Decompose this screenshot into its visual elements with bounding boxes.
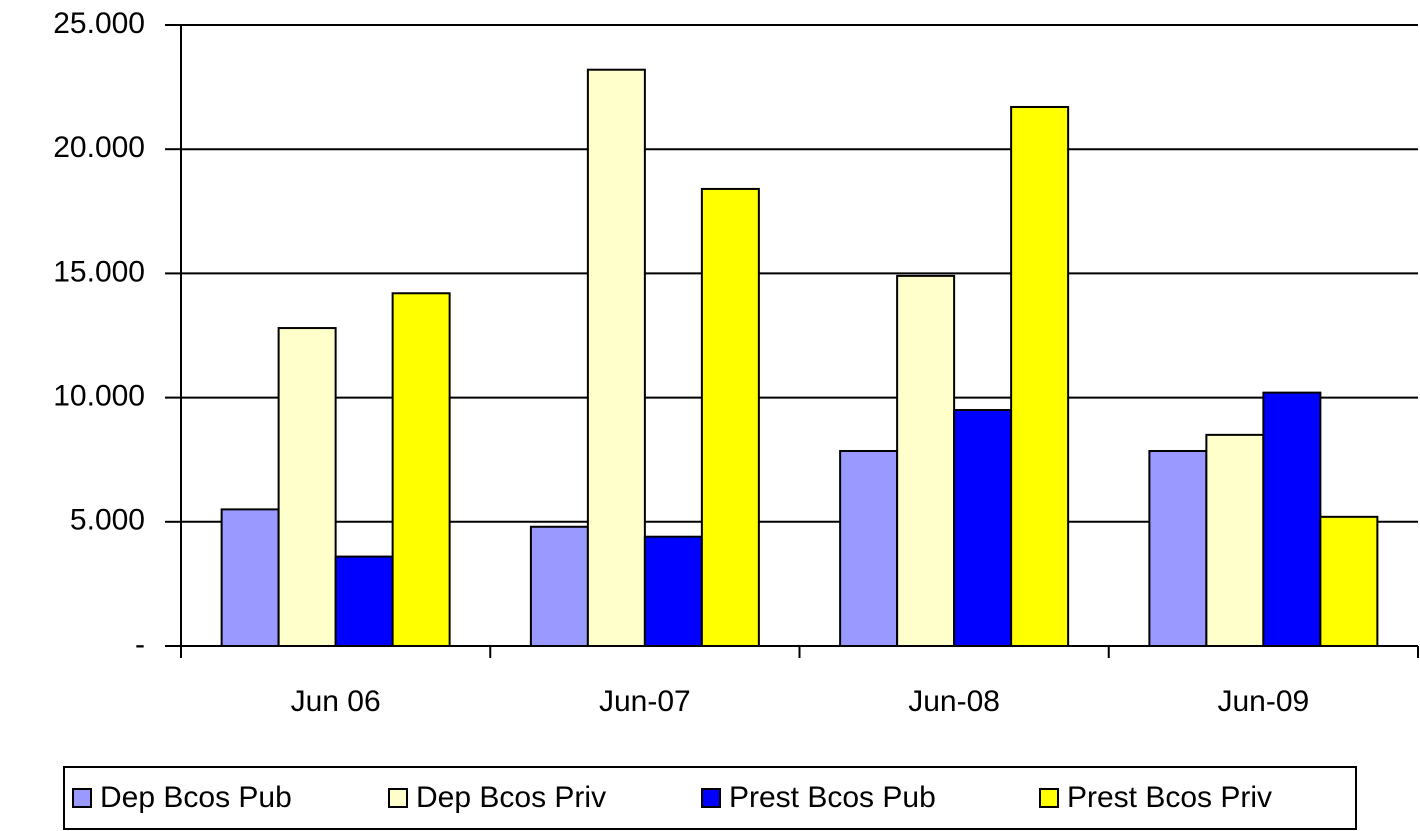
bar (529, 525, 589, 648)
y-tick-label: 5.000 (70, 504, 145, 537)
bar (391, 292, 451, 647)
legend-swatch (1039, 788, 1059, 808)
bar (700, 187, 760, 647)
legend-label: Prest Bcos Priv (1067, 781, 1272, 814)
legend-swatch (701, 788, 721, 808)
bar (220, 508, 280, 647)
bar (334, 555, 394, 647)
bar (586, 68, 646, 648)
x-tick-label: Jun-08 (908, 685, 1000, 718)
bar (1205, 433, 1265, 647)
legend-swatch (72, 788, 92, 808)
bar (1319, 515, 1379, 647)
legend-label: Dep Bcos Pub (100, 781, 292, 814)
y-tick-label: - (135, 628, 145, 661)
x-tick-label: Jun 06 (291, 685, 381, 718)
bar (1262, 391, 1322, 647)
y-tick-label: 10.000 (53, 380, 145, 413)
bar (896, 274, 956, 647)
x-tick-label: Jun-07 (599, 685, 691, 718)
y-tick-label: 15.000 (53, 255, 145, 288)
bar (277, 327, 337, 647)
x-tick-label: Jun-09 (1218, 685, 1310, 718)
bar (1010, 105, 1070, 648)
bar (1148, 450, 1208, 648)
legend-label: Dep Bcos Priv (416, 781, 606, 814)
y-tick-label: 25.000 (53, 7, 145, 40)
bar (839, 450, 899, 648)
y-tick-label: 20.000 (53, 131, 145, 164)
bar (953, 409, 1013, 647)
legend-swatch (388, 788, 408, 808)
legend-label: Prest Bcos Pub (729, 781, 936, 814)
bar (643, 535, 703, 647)
